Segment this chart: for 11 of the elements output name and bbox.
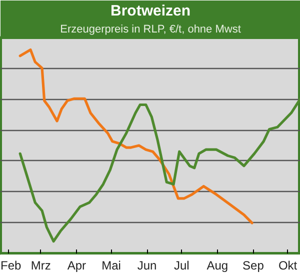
x-tick-label: Aug <box>206 258 228 272</box>
x-tick-label: Apr <box>67 258 86 272</box>
chart-title: Brotweizen <box>110 2 191 20</box>
x-tick-label: Jul <box>174 258 190 272</box>
x-tick-label: Jun <box>137 258 157 272</box>
x-tick-label: Feb <box>0 258 22 272</box>
chart-subtitle: Erzeugerpreis in RLP, €/t, ohne Mwst <box>60 24 241 36</box>
x-tick-label: Mai <box>102 258 121 272</box>
x-tick-label: Mrz <box>30 258 51 272</box>
x-tick-label: Sep <box>242 258 264 272</box>
x-tick-label: Okt <box>278 258 298 272</box>
